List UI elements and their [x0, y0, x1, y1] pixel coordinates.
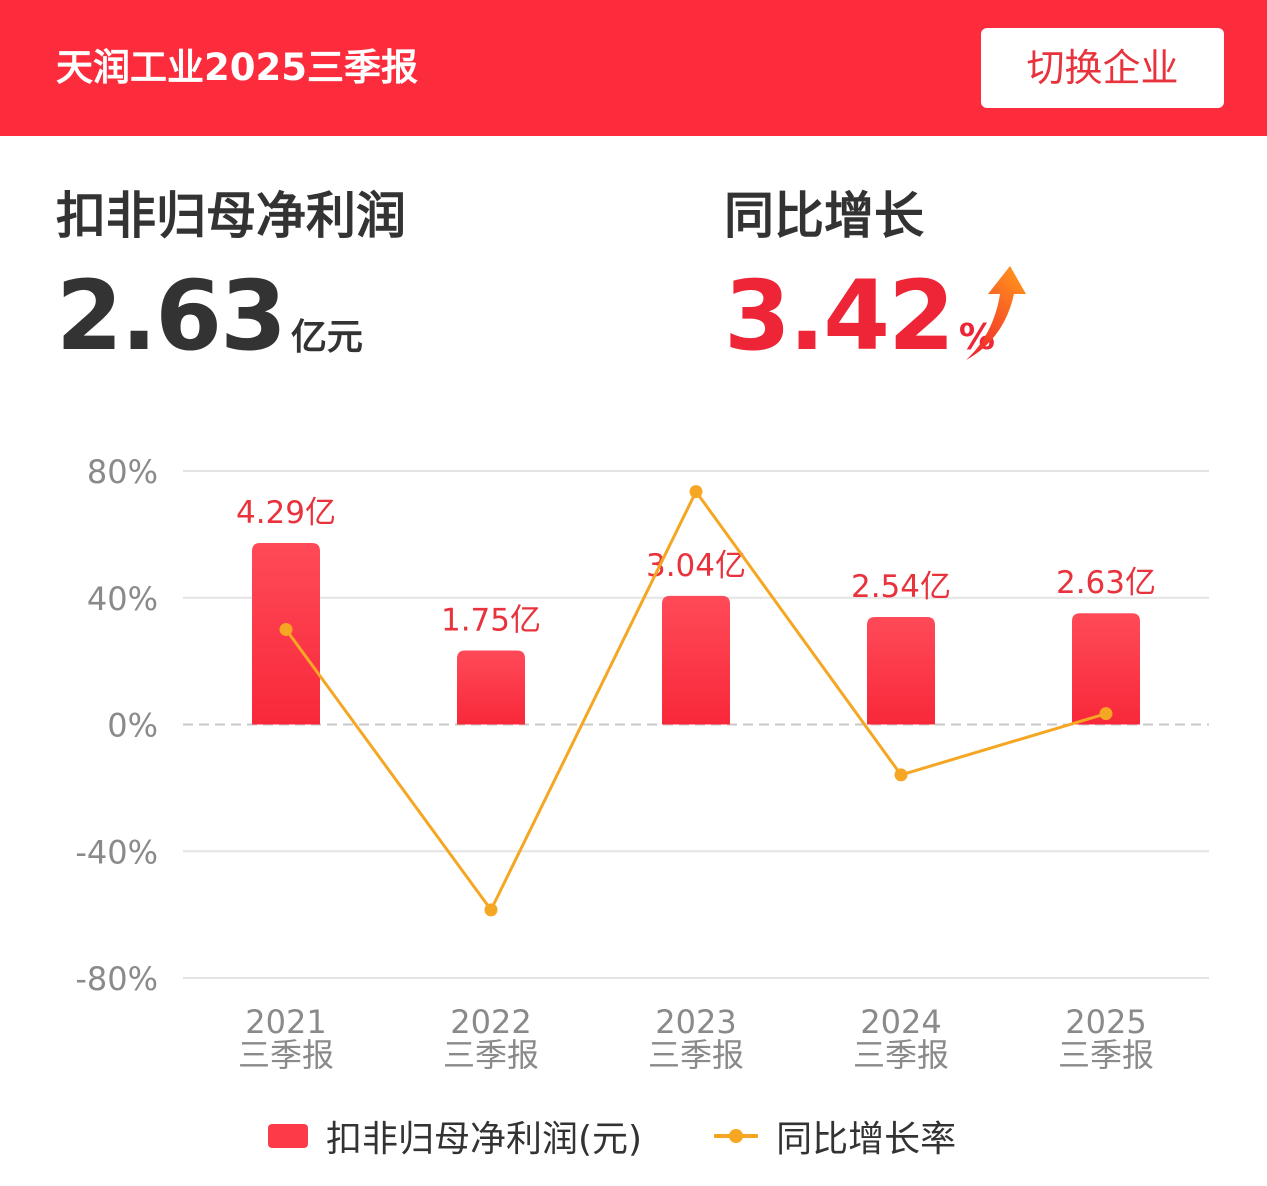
legend-growth-label: 同比增长率 [776, 1119, 957, 1160]
page-title: 天润工业2025三季报 [56, 46, 418, 89]
header-bar: 天润工业2025三季报 切换企业 [0, 0, 1267, 136]
y-tick-label: 80% [87, 453, 158, 491]
profit-bar[interactable] [1072, 613, 1140, 725]
net-profit-unit: 亿元 [290, 317, 363, 358]
y-axis-ticks: 80% 40% 0% -40% -80% [75, 453, 158, 998]
net-profit-label: 扣非归母净利润 [56, 187, 406, 245]
yoy-growth-number: 3.42 [724, 260, 955, 372]
profit-bar[interactable] [457, 650, 525, 725]
bar-value-label: 4.29亿 [236, 495, 336, 531]
bar-value-label: 1.75亿 [441, 602, 541, 638]
bar-value-label: 2.63亿 [1056, 565, 1156, 601]
x-tick-period: 三季报 [443, 1036, 539, 1074]
growth-line [279, 485, 1113, 917]
legend-bar-swatch [268, 1124, 308, 1148]
x-tick-year: 2023 [655, 1003, 736, 1041]
chart-legend: 扣非归母净利润(元) 同比增长率 [268, 1110, 956, 1162]
up-arrow-icon [966, 266, 1026, 360]
x-tick-year: 2024 [860, 1003, 941, 1041]
yoy-growth-value: 3.42% [724, 266, 995, 394]
yoy-growth-label: 同比增长 [724, 187, 924, 245]
x-tick-period: 三季报 [238, 1036, 334, 1074]
y-tick-label: -80% [75, 960, 158, 998]
net-profit-value: 2.63 亿元 [56, 266, 363, 394]
profit-bar[interactable] [662, 595, 730, 725]
growth-point[interactable] [484, 903, 498, 917]
x-tick-year: 2022 [450, 1003, 531, 1041]
y-tick-label: 0% [107, 707, 158, 745]
x-tick-year: 2025 [1065, 1003, 1146, 1041]
switch-company-button[interactable]: 切换企业 [981, 28, 1224, 108]
x-tick-period: 三季报 [1058, 1036, 1154, 1074]
growth-point[interactable] [279, 622, 293, 636]
bar-value-label: 3.04亿 [646, 548, 746, 584]
legend-item-growth[interactable]: 同比增长率 [714, 1110, 956, 1162]
bar-value-label: 2.54亿 [851, 569, 951, 605]
net-profit-number: 2.63 [56, 260, 287, 372]
profit-bar[interactable] [867, 617, 935, 725]
growth-point[interactable] [1099, 707, 1113, 721]
y-tick-label: -40% [75, 833, 158, 871]
legend-line-swatch [714, 1124, 759, 1148]
growth-point[interactable] [894, 768, 908, 782]
x-tick-period: 三季报 [853, 1036, 949, 1074]
legend-item-profit[interactable]: 扣非归母净利润(元) [268, 1110, 642, 1162]
x-tick-period: 三季报 [648, 1036, 744, 1074]
x-tick-year: 2021 [245, 1003, 326, 1041]
legend-profit-label: 扣非归母净利润(元) [326, 1119, 643, 1160]
y-tick-label: 40% [87, 580, 158, 618]
growth-point[interactable] [689, 485, 703, 499]
profit-bar-labels: 4.29亿 1.75亿 3.04亿 2.54亿 2.63亿 [236, 495, 1156, 638]
profit-growth-chart: 80% 40% 0% -40% -80% 4.29亿 1.75亿 3.04亿 2.54亿 2.6… [75, 453, 1209, 1074]
profit-bars [252, 543, 1140, 725]
